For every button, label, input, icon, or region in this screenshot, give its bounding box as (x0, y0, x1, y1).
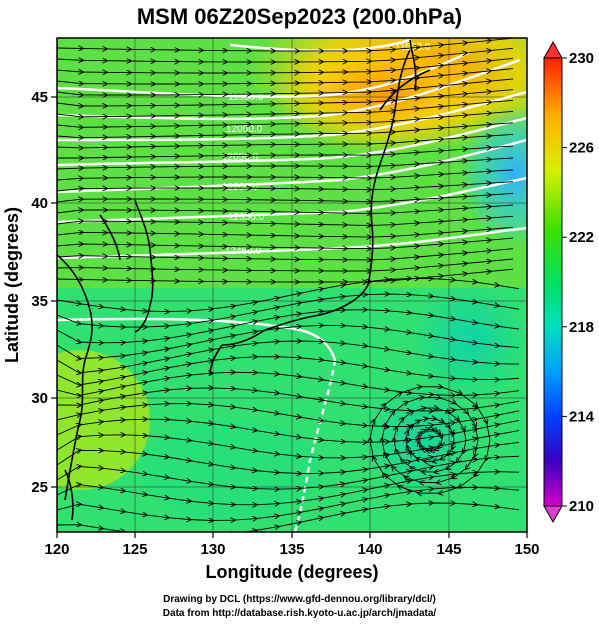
wind-streamlines (57, 38, 520, 532)
colorbar-tick-label: 218 (569, 319, 594, 336)
x-tick-label: 150 (514, 541, 539, 558)
colorbar-min-triangle (543, 505, 563, 524)
colorbar-tick-label: 214 (569, 408, 595, 425)
colorbar-tick-label: 210 (569, 498, 594, 515)
y-tick-label: 35 (31, 293, 48, 310)
y-tick-label: 40 (31, 195, 48, 212)
x-tick-labels: 120 125 130 135 140 145 150 (44, 541, 539, 558)
y-axis-title: Latitude (degrees) (2, 207, 22, 363)
x-axis-ticks (56, 532, 528, 538)
x-axis-title: Longitude (degrees) (205, 562, 378, 582)
streamline (57, 158, 514, 169)
streamline (57, 227, 514, 237)
x-tick-label: 130 (200, 541, 225, 558)
streamline (57, 238, 514, 249)
credit-data: Data from http://database.rish.kyoto-u.a… (162, 608, 437, 619)
colorbar-tick-label: 226 (569, 140, 594, 157)
streamline (57, 193, 514, 202)
colorbar-tick-label: 230 (569, 50, 594, 67)
streamline (57, 205, 514, 214)
y-tick-label: 45 (31, 89, 48, 106)
credit-drawing: Drawing by DCL (https://www.gfd-dennou.o… (163, 594, 436, 605)
x-tick-label: 125 (122, 541, 147, 558)
y-tick-label: 30 (31, 390, 48, 407)
streamline (370, 387, 491, 493)
streamline (57, 216, 514, 225)
x-tick-label: 140 (357, 541, 382, 558)
contour-label: 12050.0 (222, 152, 259, 163)
streamline (57, 182, 514, 191)
x-tick-label: 120 (44, 541, 69, 558)
chart-title: MSM 06Z20Sep2023 (200.0hPa) (136, 4, 463, 29)
x-tick-label: 135 (279, 541, 304, 558)
colorbar-tick-label: 222 (569, 229, 594, 246)
contour-label: 12000.0 (226, 124, 263, 135)
streamline (57, 170, 514, 180)
y-tick-labels: 25 30 35 40 45 (31, 89, 48, 496)
colorbar: 230 226 222 218 214 210 (543, 40, 595, 524)
y-axis-ticks (51, 96, 57, 488)
streamline (57, 503, 520, 532)
y-tick-label: 25 (31, 479, 48, 496)
contour-label: 12350.0 (228, 212, 265, 223)
colorbar-max-triangle (543, 40, 563, 59)
contour-label: 12200.0 (222, 182, 259, 193)
contour-label: 12450.0 (225, 246, 262, 257)
x-tick-label: 145 (436, 541, 461, 558)
